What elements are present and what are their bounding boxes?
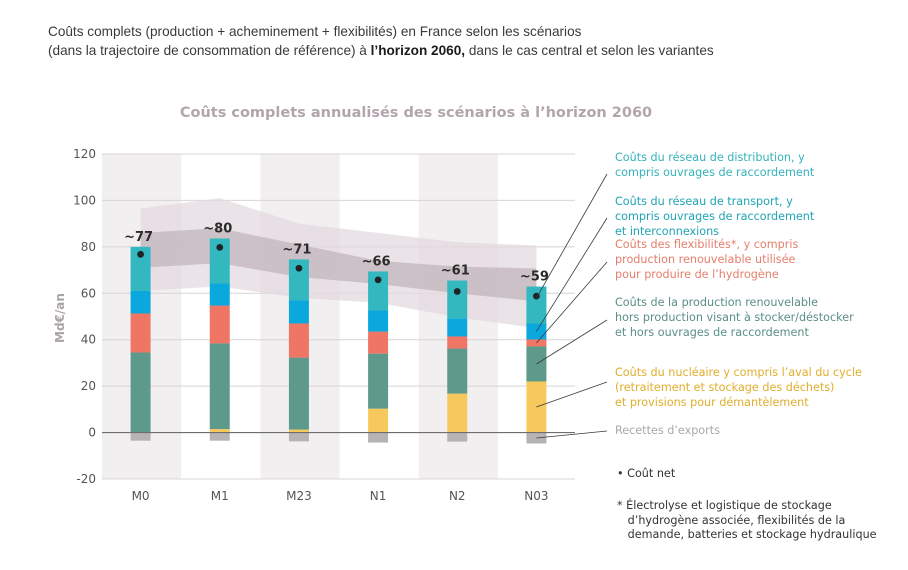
bar-segment-m1-5 xyxy=(209,238,230,284)
bar-segment-m0-0 xyxy=(130,432,151,441)
bar-segment-n1-2 xyxy=(368,353,389,409)
chart-title: Coûts complets annualisés des scénarios … xyxy=(179,105,653,121)
legend-leader-lines xyxy=(536,173,608,439)
bar-segment-n2-2 xyxy=(447,348,468,394)
bar-segment-n2-0 xyxy=(447,432,468,442)
y-axis-label: Md€/an xyxy=(53,293,67,343)
bar-segment-m23-4 xyxy=(288,300,309,324)
footnote: * Électrolyse et logistique de stockage … xyxy=(617,499,877,541)
net-cost-dot-m1 xyxy=(216,243,224,251)
legend-item: Coûts du nucléaire y compris l’aval du c… xyxy=(615,366,862,410)
bar-segment-n1-4 xyxy=(368,310,389,332)
leader-line xyxy=(536,217,608,332)
bar-segment-n2-1 xyxy=(447,393,468,433)
bar-segment-n1-0 xyxy=(368,432,389,443)
bar-segment-m23-1 xyxy=(288,429,309,433)
y-tick-label: 0 xyxy=(88,426,96,440)
y-tick-label: 80 xyxy=(81,240,96,254)
y-tick-label: 20 xyxy=(81,379,96,393)
net-cost-label-m1: ~80 xyxy=(203,222,232,237)
heading-line-2-pre: (dans la trajectoire de consommation de … xyxy=(48,43,371,58)
bar-segment-m23-3 xyxy=(288,323,309,358)
net-cost-dot-m23 xyxy=(295,264,303,272)
x-axis-categories: M0 M1 M23 N1 N2 N03 xyxy=(132,489,549,503)
net-cost-label-n1: ~66 xyxy=(362,254,391,269)
net-cost-dot-n2 xyxy=(453,288,461,295)
y-tick-label: 40 xyxy=(81,333,96,347)
net-cost-label-m23: ~71 xyxy=(282,242,311,257)
bar-segment-n2-5 xyxy=(447,280,468,319)
bar-segment-n2-3 xyxy=(447,336,468,349)
bar-segment-m0-2 xyxy=(130,352,151,433)
leader-line xyxy=(536,319,608,365)
bar-segment-m0-4 xyxy=(130,290,151,314)
bar-segment-n1-1 xyxy=(368,408,389,433)
y-axis-ticks: 120 100 80 60 40 20 0 -20 xyxy=(73,147,96,486)
stacked-bars xyxy=(130,238,547,444)
bar-segment-n03-5 xyxy=(526,286,547,324)
x-category-label: M1 xyxy=(211,489,229,503)
bar-segment-n2-4 xyxy=(447,318,468,337)
net-cost-label-m0: ~77 xyxy=(124,230,153,245)
y-tick-label: -20 xyxy=(76,472,96,486)
net-cost-label-n03: ~59 xyxy=(520,270,549,285)
leader-line xyxy=(536,381,608,408)
bar-segment-m23-5 xyxy=(288,259,309,301)
uncertainty-bands xyxy=(140,198,537,329)
net-cost-label-n2: ~61 xyxy=(441,264,470,279)
legend-item: Coûts des flexibilités*, y compris produ… xyxy=(615,238,799,282)
chart-title-wrap: Coûts complets annualisés des scénarios … xyxy=(0,105,908,121)
leader-line xyxy=(536,173,608,299)
bar-segment-m23-2 xyxy=(288,357,309,430)
bar-segment-m1-3 xyxy=(209,305,230,344)
legend-item: Coûts du réseau de distribution, y compr… xyxy=(615,151,815,180)
y-tick-label: 60 xyxy=(81,286,96,300)
bar-segment-m0-5 xyxy=(130,246,151,291)
x-category-label: N1 xyxy=(370,489,387,503)
net-cost-note: • Coût net xyxy=(617,467,676,480)
x-category-label: M0 xyxy=(132,489,150,503)
bar-segment-m23-0 xyxy=(288,432,309,442)
bar-segment-m1-2 xyxy=(209,343,230,430)
net-cost-dot-m0 xyxy=(137,250,144,258)
x-category-label: N2 xyxy=(449,489,466,503)
net-cost-dot-n1 xyxy=(374,276,382,284)
legend-item: Coûts de la production renouvelable hors… xyxy=(615,296,854,340)
heading-line-2: (dans la trajectoire de consommation de … xyxy=(48,41,714,60)
y-tick-label: 120 xyxy=(73,147,96,161)
leader-line xyxy=(536,261,608,344)
heading-line-1: Coûts complets (production + acheminemen… xyxy=(48,24,582,39)
bar-segment-m0-3 xyxy=(130,313,151,353)
leader-line xyxy=(536,430,608,439)
x-category-label: N03 xyxy=(524,489,548,503)
value-labels: ~77 ~80 ~71 ~66 ~61 ~59 xyxy=(124,222,549,285)
legend-item: Coûts du réseau de transport, y compris … xyxy=(615,195,815,239)
heading-line-2-post: dans le cas central et selon les variant… xyxy=(465,43,714,58)
bar-segment-m1-4 xyxy=(209,283,230,306)
bar-segment-n1-3 xyxy=(368,331,389,354)
bar-segment-n1-5 xyxy=(368,271,389,311)
legend-item: Recettes d’exports xyxy=(615,424,720,437)
y-tick-label: 100 xyxy=(73,193,96,207)
heading-line-2-bold: l’horizon 2060, xyxy=(370,43,466,58)
x-category-label: M23 xyxy=(286,489,312,503)
bar-segment-m1-0 xyxy=(209,432,230,441)
inner-variant-band xyxy=(140,228,537,302)
bar-segment-m1-1 xyxy=(209,429,230,433)
page-heading: Coûts complets (production + acheminemen… xyxy=(48,22,714,60)
